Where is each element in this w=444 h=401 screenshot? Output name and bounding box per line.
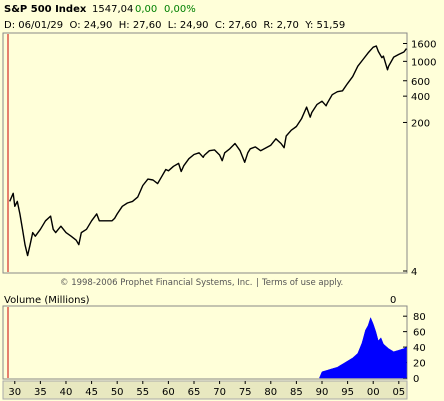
volume-y-tick-label: 20 (413, 359, 426, 370)
volume-y-tick-label: 40 (413, 343, 426, 354)
price-series-line (9, 45, 408, 257)
price-change-percent: 0,00% (164, 4, 196, 15)
volume-y-tick-label: 60 (413, 328, 426, 339)
x-tick-label: 80 (264, 387, 277, 398)
ohlc-info-line: D: 06/01/29 O: 24,90 H: 27,60 L: 24,90 C… (4, 20, 345, 31)
x-tick-label: 55 (136, 387, 149, 398)
price-y-tick-label: 1600 (411, 40, 436, 51)
copyright-text: © 1998-2006 Prophet Financial Systems, I… (60, 278, 253, 288)
last-price: 1547,04 (92, 4, 133, 15)
x-tick-label: 85 (290, 387, 303, 398)
x-tick-label: 40 (60, 387, 73, 398)
symbol-name: S&P 500 Index (4, 4, 87, 15)
volume-series-area (319, 316, 407, 379)
price-y-tick-label: 400 (411, 92, 430, 103)
price-y-tick-label: 600 (411, 77, 430, 88)
x-tick-label: 75 (239, 387, 252, 398)
price-panel[interactable] (2, 32, 408, 274)
x-tick-label: 60 (162, 387, 175, 398)
volume-y-tick-label: 80 (413, 312, 426, 323)
x-tick-label: 65 (188, 387, 201, 398)
price-y-tick-label: 4 (411, 267, 417, 278)
price-y-axis: 1600 1000 600 400 200 4 (403, 40, 436, 278)
x-tick-label: 45 (85, 387, 98, 398)
price-change: 0,00 (135, 4, 157, 15)
price-y-tick-label: 1000 (411, 57, 436, 68)
volume-current-value: 0 (390, 295, 396, 306)
x-tick-label: 00 (367, 387, 380, 398)
timeline-scrollbar[interactable] (2, 380, 408, 400)
x-tick-label: 90 (316, 387, 329, 398)
x-tick-label: 50 (111, 387, 124, 398)
price-y-tick-label: 200 (411, 118, 430, 129)
volume-panel-title: Volume (Millions) (4, 295, 90, 306)
footer-separator: | (256, 278, 259, 288)
volume-y-tick-label: 0 (413, 374, 419, 385)
x-tick-label: 30 (8, 387, 21, 398)
x-tick-label: 35 (34, 387, 47, 398)
x-tick-label: 70 (213, 387, 226, 398)
terms-link[interactable]: Terms of use apply. (261, 278, 343, 288)
x-tick-label: 95 (341, 387, 354, 398)
x-tick-label: 05 (392, 387, 405, 398)
time-x-axis: 30 35 40 45 50 55 60 65 70 75 80 85 90 95 00 05 (8, 381, 405, 398)
